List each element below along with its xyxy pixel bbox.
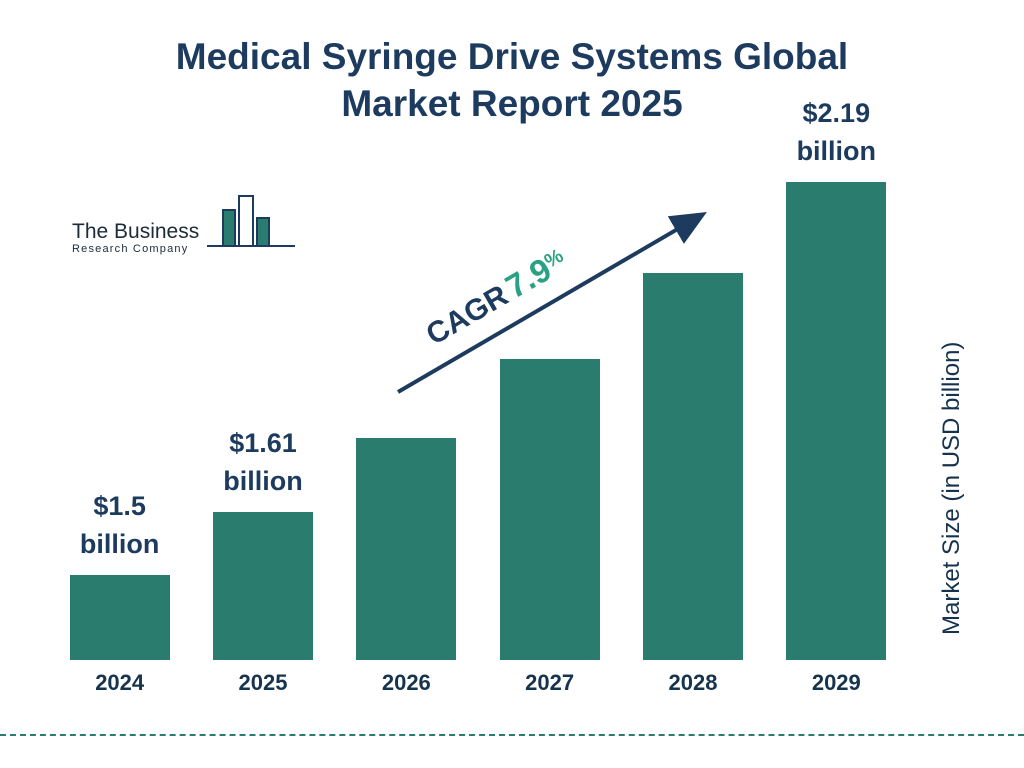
bar-chart-logo-icon — [203, 192, 299, 259]
bar — [69, 575, 170, 660]
x-axis-tick-label: 2027 — [525, 670, 575, 695]
bottom-dashed-divider — [0, 734, 1024, 736]
bar-value-label: $2.19 billion — [796, 98, 877, 166]
bar — [499, 359, 600, 660]
bar — [786, 182, 887, 660]
chart-title: Medical Syringe Drive Systems Global Mar… — [175, 36, 849, 124]
bar — [356, 438, 457, 660]
bar-group: 2027 — [478, 359, 621, 706]
x-axis-tick-label: 2029 — [811, 670, 861, 695]
bar-group: $2.19 billion 2029 — [765, 94, 908, 706]
bar-group: 2026 — [335, 438, 478, 706]
company-logo-text: The Business Research Company — [72, 220, 199, 259]
x-axis-tick-label: 2025 — [238, 670, 288, 695]
x-axis-tick-label: 2026 — [381, 670, 431, 695]
bar — [212, 512, 313, 660]
company-logo-name: The Business — [72, 219, 200, 243]
x-axis-tick-label: 2024 — [95, 670, 145, 695]
company-logo-subname: Research Company — [72, 243, 189, 255]
bar-chart: $1.5 billion 2024 $1.61 billion 2025 2026 2027 2… — [48, 94, 908, 706]
bar-value-label: $1.61 billion — [223, 428, 303, 496]
bar-value-label: $1.5 billion — [79, 491, 160, 559]
y-axis-label: Market Size (in USD billion) — [938, 341, 965, 635]
bar-group: 2028 — [621, 273, 764, 706]
company-logo: The Business Research Company — [72, 192, 299, 259]
bar-group: $1.61 billion 2025 — [191, 424, 334, 706]
bar — [642, 273, 743, 660]
bar-group: $1.5 billion 2024 — [48, 487, 191, 706]
x-axis-tick-label: 2028 — [668, 670, 718, 695]
